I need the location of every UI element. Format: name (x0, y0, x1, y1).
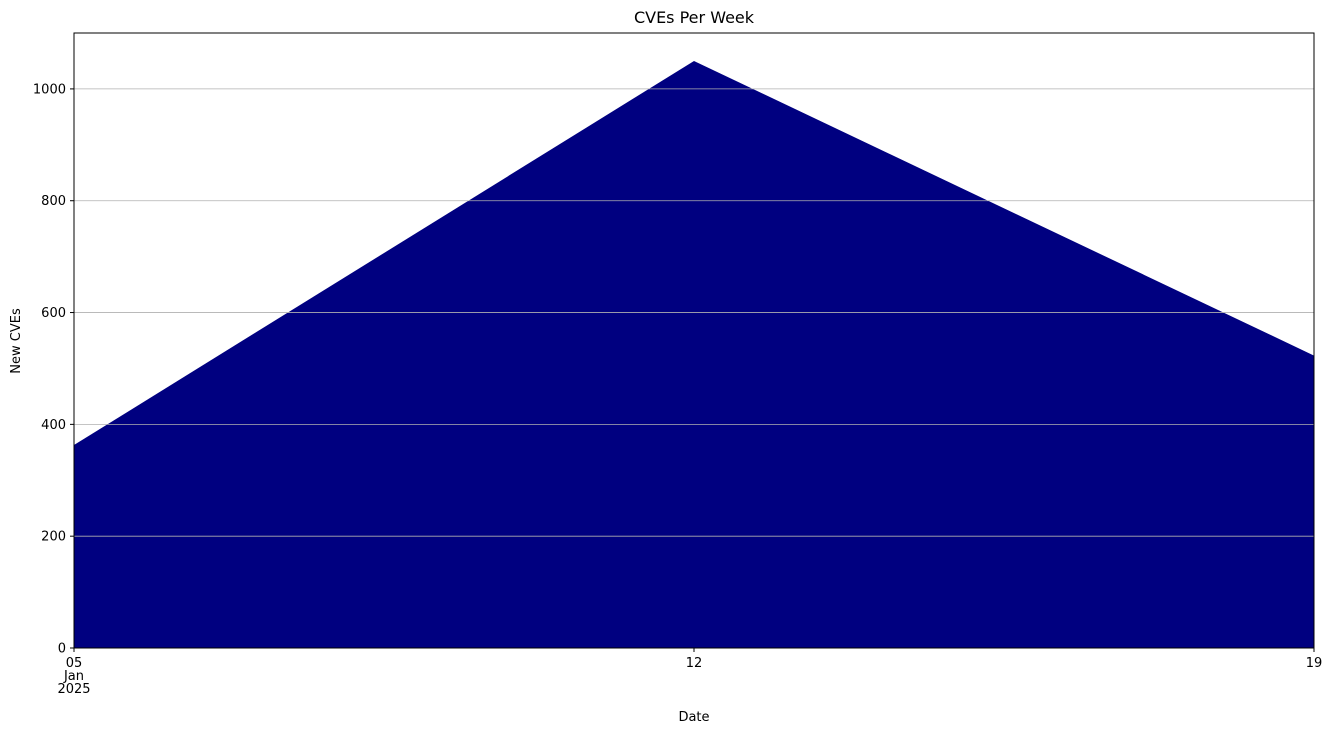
y-tick-label: 600 (41, 306, 66, 321)
x-tick-label: 19 (1306, 656, 1323, 671)
y-axis-label: New CVEs (9, 308, 24, 374)
x-tick-label: 2025 (57, 682, 90, 697)
y-tick-label: 0 (58, 642, 66, 657)
y-tick-label: 1000 (33, 82, 66, 97)
x-tick-label: Jan (63, 669, 84, 684)
y-tick-label: 800 (41, 194, 66, 209)
x-tick-label: 05 (66, 656, 83, 671)
area-series (74, 60, 1314, 649)
chart-title: CVEs Per Week (634, 8, 755, 27)
y-tick-label: 200 (41, 530, 66, 545)
y-tick-label: 400 (41, 418, 66, 433)
x-axis-label: Date (678, 710, 709, 725)
x-tick-label: 12 (686, 656, 703, 671)
